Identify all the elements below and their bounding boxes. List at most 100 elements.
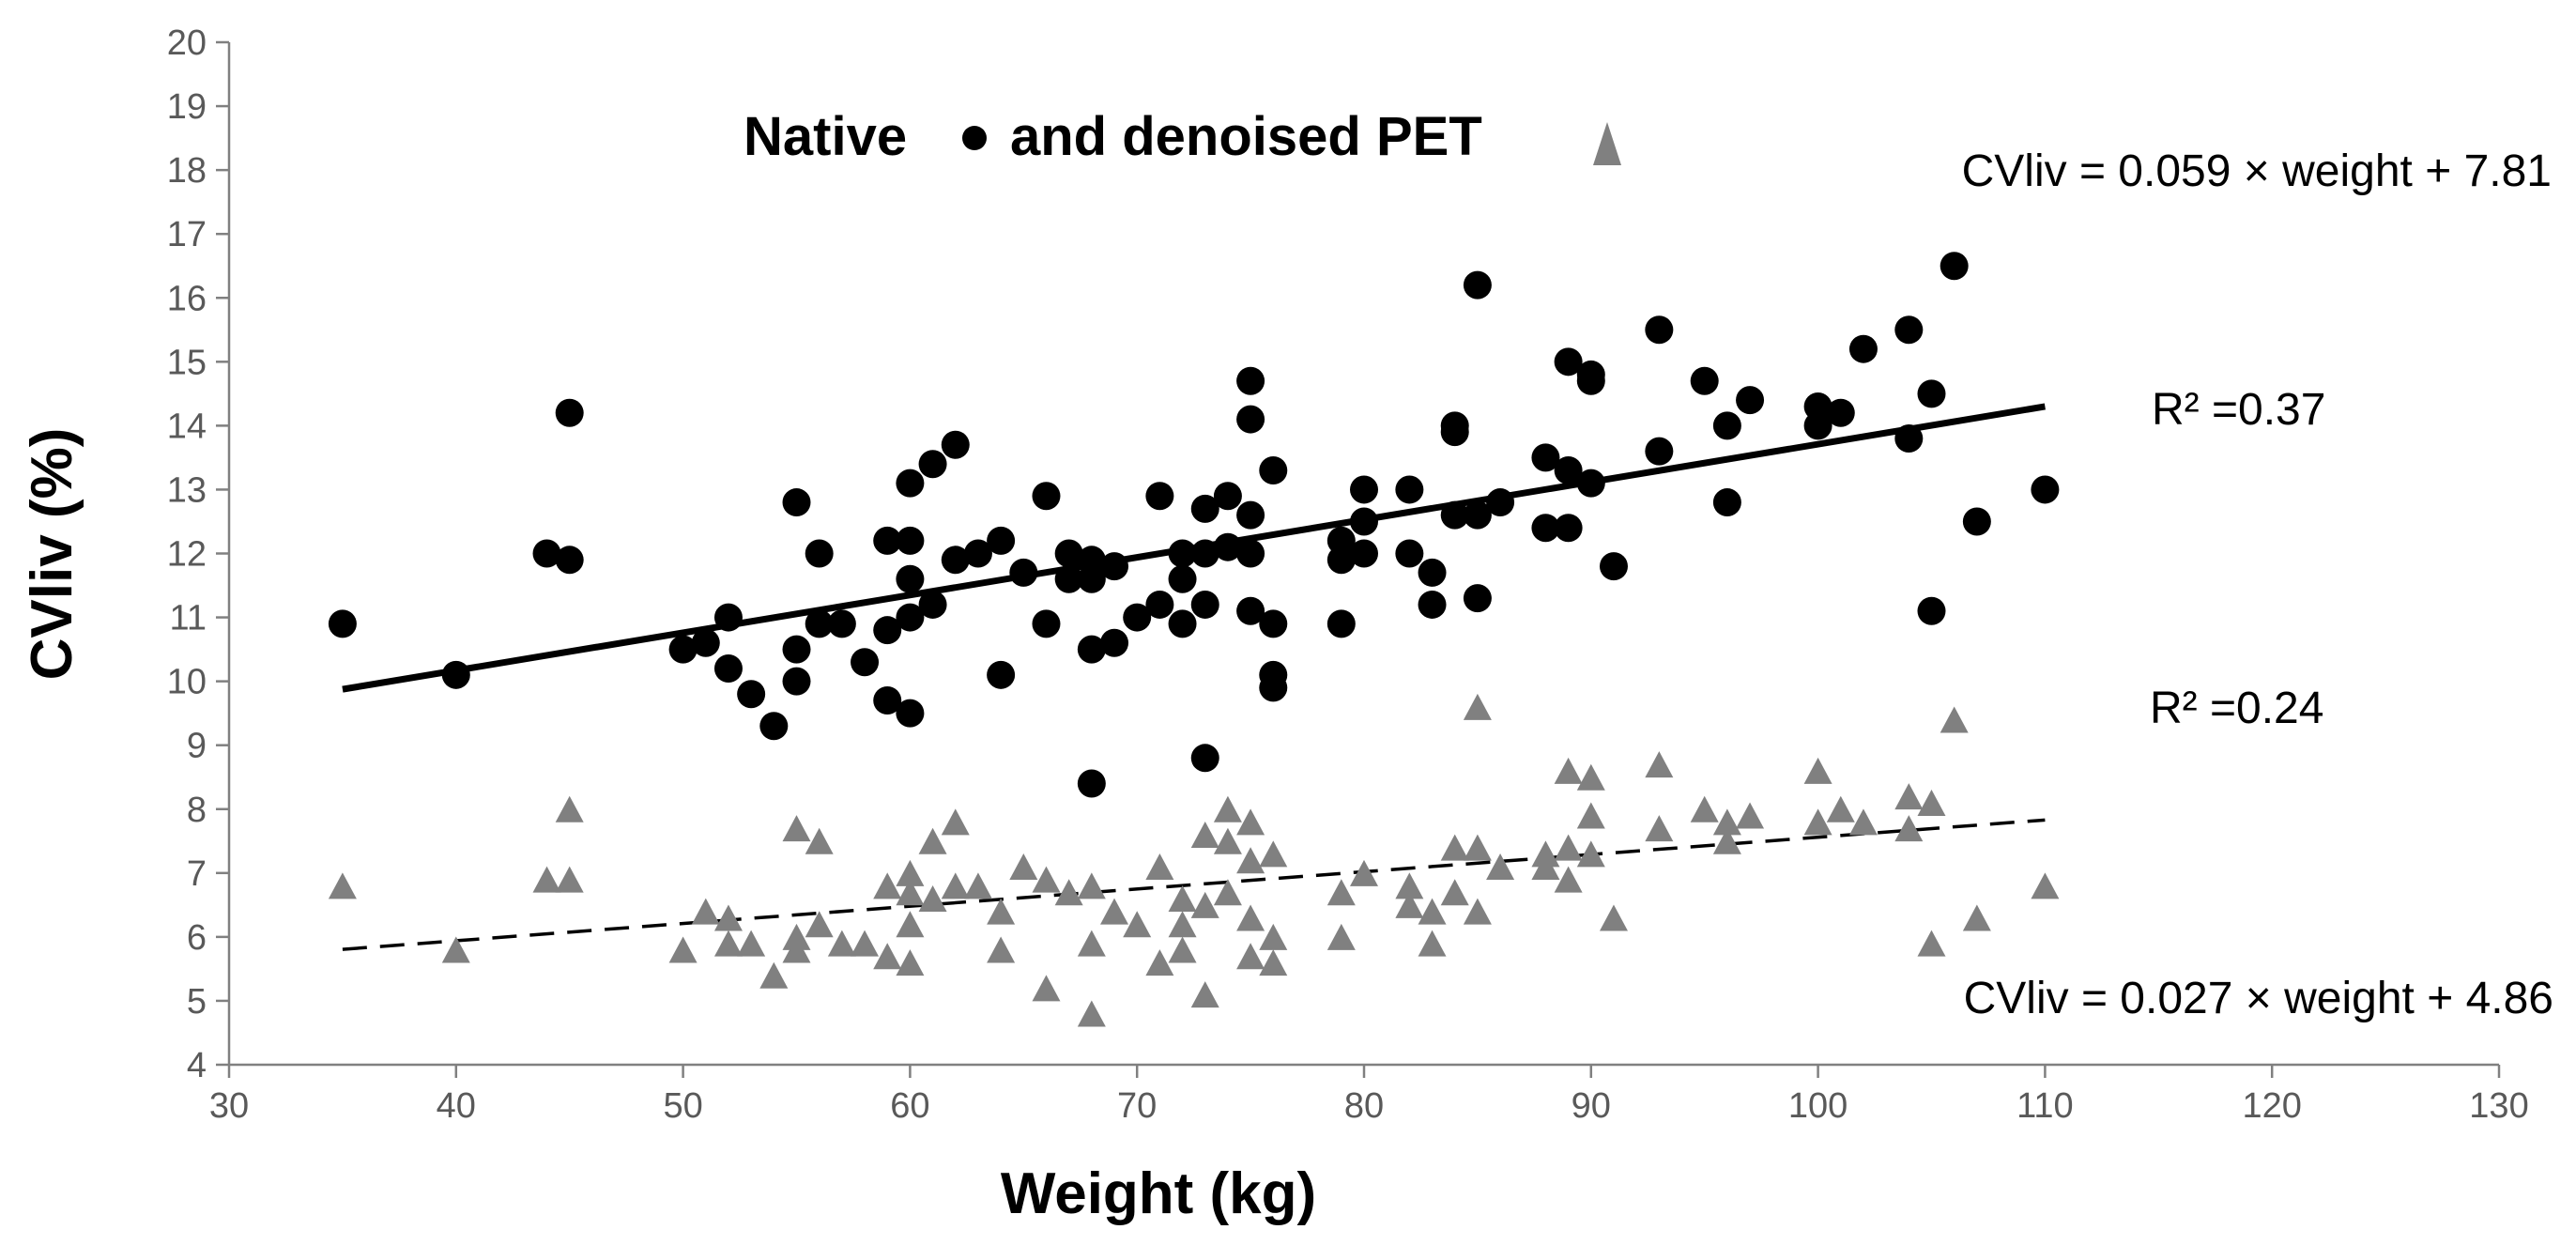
denoised-data-point (941, 872, 970, 899)
native-data-point (1168, 539, 1197, 568)
denoised-data-point (805, 911, 834, 938)
native-data-point (1145, 482, 1174, 511)
native-data-point (668, 635, 698, 664)
native-data-point (1463, 270, 1492, 300)
native-data-point (2031, 475, 2060, 504)
denoised-data-point (441, 936, 470, 963)
native-data-point (941, 430, 970, 459)
denoised-data-point (1326, 923, 1356, 950)
denoised-trendline (342, 818, 2046, 951)
title-circle-marker-icon (962, 126, 987, 150)
native-data-point (1463, 500, 1492, 530)
native-data-point (1032, 482, 1061, 511)
y-tick-label: 8 (187, 791, 207, 830)
x-tick-label: 60 (890, 1086, 929, 1126)
denoised-data-point (805, 827, 834, 854)
native-data-point (1554, 347, 1583, 377)
denoised-data-point (328, 872, 357, 899)
native-data-point (1213, 532, 1242, 561)
native-data-point (1463, 584, 1492, 613)
denoised-data-point (1259, 840, 1288, 868)
native-data-point (987, 660, 1016, 689)
native-data-point (1213, 482, 1242, 511)
denoised-data-point (1236, 808, 1265, 836)
native-data-point (1894, 315, 1924, 345)
chart-title: Native and denoised PET (744, 106, 1621, 167)
native-data-point (1962, 507, 1991, 536)
native-data-point (1645, 315, 1674, 345)
native-data-point (1350, 539, 1378, 568)
native-data-point (1259, 456, 1288, 485)
native-data-point (1190, 494, 1219, 523)
y-tick-label: 19 (167, 87, 207, 127)
native-data-point (896, 699, 925, 728)
native-data-point (441, 660, 470, 689)
native-data-point (555, 398, 584, 427)
y-tick-label: 12 (167, 535, 207, 575)
native-data-point (1259, 609, 1288, 638)
native-trend-equation: CVliv = 0.059 × weight + 7.81 (1962, 146, 2552, 196)
x-ticks: 30 40 50 60 70 80 90 100 110 120 130 (209, 1065, 2529, 1126)
denoised-data-point (759, 961, 789, 989)
denoised-data-point (896, 879, 925, 906)
native-data-point (1350, 475, 1378, 504)
native-data-point (1190, 744, 1219, 773)
native-data-point (873, 686, 902, 715)
native-data-point (532, 539, 561, 568)
y-tick-label: 5 (187, 982, 207, 1022)
denoised-data-point (1077, 1000, 1106, 1027)
denoised-data-point (1554, 866, 1583, 893)
native-data-point (1554, 514, 1583, 543)
native-data-point (896, 603, 925, 632)
native-data-point (1826, 398, 1855, 427)
native-data-point (1803, 411, 1832, 440)
native-data-point (1236, 539, 1265, 568)
series-denoised-points (328, 693, 2060, 1027)
denoised-data-point (827, 930, 856, 957)
native-data-point (1259, 673, 1288, 702)
native-data-point (1009, 558, 1038, 587)
denoised-data-point (1576, 763, 1605, 791)
native-data-point (782, 488, 811, 517)
denoised-data-point (1168, 911, 1197, 938)
denoised-data-point (1554, 834, 1583, 861)
trendlines (342, 403, 2046, 951)
y-tick-label: 9 (187, 727, 207, 766)
x-tick-label: 70 (1117, 1086, 1157, 1126)
denoised-data-point (1145, 949, 1174, 976)
denoised-data-point (1168, 936, 1197, 963)
native-data-point (737, 680, 766, 709)
native-data-point (827, 609, 856, 638)
denoised-data-point (782, 815, 811, 842)
native-data-point (1326, 546, 1356, 575)
native-data-point (1576, 469, 1605, 498)
native-data-point (1077, 635, 1106, 664)
denoised-r-squared: R² =0.24 (2150, 684, 2323, 733)
denoised-data-point (1100, 898, 1129, 925)
denoised-data-point (1418, 930, 1447, 957)
denoised-data-point (1213, 827, 1242, 854)
denoised-data-point (1236, 847, 1265, 874)
y-tick-label: 15 (167, 343, 207, 382)
denoised-data-point (1894, 815, 1924, 842)
denoised-data-point (1350, 859, 1378, 886)
x-tick-label: 90 (1572, 1086, 1611, 1126)
denoised-data-point (1236, 943, 1265, 970)
native-data-point (896, 526, 925, 555)
native-data-point (1848, 334, 1878, 363)
native-data-point (918, 450, 947, 479)
native-data-point (1894, 423, 1924, 453)
native-data-point (1531, 514, 1560, 543)
y-tick-label: 16 (167, 279, 207, 318)
denoised-data-point (918, 885, 947, 913)
denoised-data-point (1418, 898, 1447, 925)
native-data-point (1940, 252, 1969, 281)
native-data-point (896, 564, 925, 593)
y-tick-label: 4 (187, 1046, 207, 1085)
x-tick-label: 100 (1788, 1086, 1848, 1126)
native-data-point (1395, 539, 1424, 568)
denoised-data-point (1463, 693, 1492, 720)
native-data-point (328, 609, 357, 638)
native-data-point (1917, 379, 1946, 408)
denoised-data-point (1236, 904, 1265, 931)
